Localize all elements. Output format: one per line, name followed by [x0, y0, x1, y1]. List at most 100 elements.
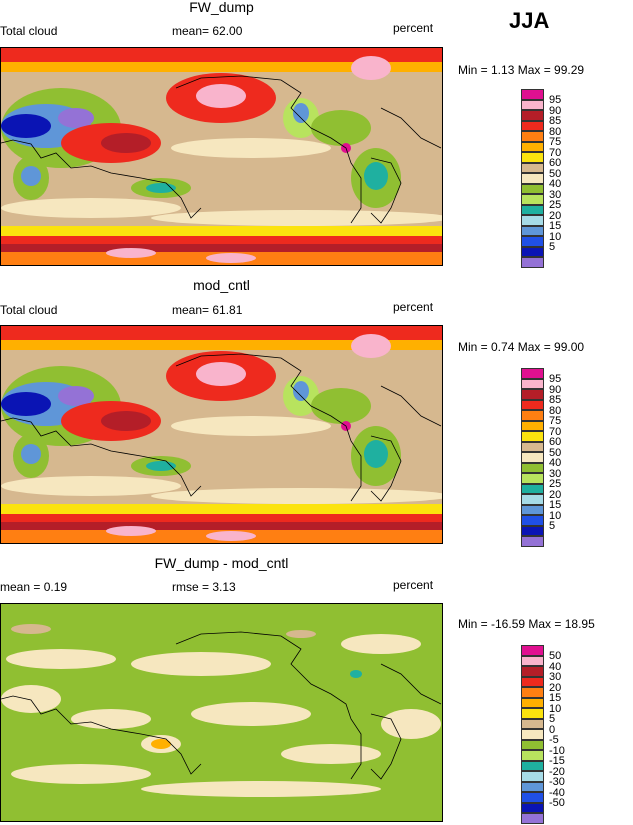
panel-2-map [0, 325, 443, 544]
panel-3-mean-label: mean = 0.19 [0, 580, 68, 594]
panel-2-swatch [521, 536, 544, 547]
panel-2-tick: 60 [549, 436, 562, 448]
panel-1-swatch-60 [521, 152, 544, 163]
panel-3-swatch [521, 666, 544, 677]
panel-2-swatch [521, 525, 544, 536]
panel-3-map [0, 603, 443, 822]
panel-3-swatch [521, 708, 544, 719]
panel-1-tick: 25 [549, 199, 562, 211]
panel-3-tick: -50 [549, 797, 565, 809]
panel-2-swatch [521, 483, 544, 494]
panel-3-tick: -20 [549, 765, 565, 778]
panel-2-tick: 15 [549, 499, 562, 511]
panel-1-minmax: Min = 1.13 Max = 99.29 [458, 63, 585, 77]
panel-3-tick: -40 [549, 786, 565, 799]
panel-2-swatch [521, 452, 544, 463]
panel-3-swatch [521, 697, 544, 708]
panel-3-swatch [521, 781, 544, 792]
panel-1-tick: 90 [549, 104, 562, 117]
panel-1-tick: 70 [549, 146, 562, 159]
panel-2-swatch [521, 473, 544, 484]
panel-1-tick: 40 [549, 178, 562, 190]
panel-2-tick: 75 [549, 415, 562, 427]
panel-3-rmse-label: rmse = 3.13 [172, 580, 236, 594]
panel-3-tick: 50 [549, 650, 562, 662]
panel-2-swatch [521, 494, 544, 505]
panel-1-swatch-15 [521, 215, 544, 226]
panel-1-tick: 60 [549, 157, 562, 169]
panel-2-swatch [521, 515, 544, 526]
panel-1-swatch-40 [521, 173, 544, 184]
panel-1-mean-label: mean= 62.00 [172, 24, 243, 38]
panel-1-swatch-90 [521, 99, 544, 110]
panel-2-swatch [521, 431, 544, 442]
panel-1-units-label: percent [393, 21, 434, 35]
panel-3-tick: -5 [549, 734, 559, 746]
panel-3-swatch [521, 676, 544, 687]
panel-3-swatch [521, 760, 544, 771]
panel-3-title: FW_dump - mod_cntl [154, 555, 289, 571]
panel-3-tick: 5 [549, 713, 556, 725]
panel-3-swatch [521, 729, 544, 740]
panel-3-swatch [521, 718, 544, 729]
panel-1-tick: 80 [549, 125, 562, 138]
panel-3-swatch [521, 655, 544, 666]
panel-2-tick: 90 [549, 383, 562, 396]
panel-2-tick: 50 [549, 446, 562, 459]
panel-3-tick: 30 [549, 671, 562, 683]
panel-3-swatch [521, 771, 544, 782]
panel-3-swatch [521, 802, 544, 813]
panel-2-swatch [521, 462, 544, 473]
panel-2-swatch [521, 410, 544, 421]
panel-3-swatch [521, 792, 544, 803]
panel-1-swatch-75 [521, 131, 544, 142]
panel-3-tick: 40 [549, 660, 562, 673]
panel-1-tick: 20 [549, 209, 562, 222]
panel-1-swatch-20 [521, 204, 544, 215]
panel-2-left-label: Total cloud [0, 303, 58, 317]
panel-1-tick: 75 [549, 136, 562, 148]
panel-3-tick: 20 [549, 681, 562, 694]
panel-2-tick: 80 [549, 404, 562, 417]
panel-1-tick: 95 [549, 94, 562, 106]
panel-1-tick: 30 [549, 188, 562, 201]
panel-1-swatch-low-2 [521, 257, 544, 268]
panel-1-swatch-95 [521, 89, 544, 100]
panel-3-swatch [521, 813, 544, 824]
panel-2-tick: 70 [549, 425, 562, 438]
panel-3-units-label: percent [393, 578, 434, 592]
panel-1-map [0, 47, 443, 266]
panel-1-swatch-10 [521, 225, 544, 236]
panel-2-mean-label: mean= 61.81 [172, 303, 243, 317]
panel-1-contour-field [1, 48, 442, 265]
panel-1-swatch-80 [521, 120, 544, 131]
panel-3-tick: -10 [549, 744, 565, 757]
panel-2-units-label: percent [393, 300, 434, 314]
panel-3-swatch [521, 645, 544, 656]
panel-3-swatch [521, 750, 544, 761]
panel-3-contour-field [1, 604, 442, 821]
panel-1-left-label: Total cloud [0, 24, 58, 38]
panel-2-tick: 85 [549, 394, 562, 406]
panel-3-tick: 15 [549, 692, 562, 704]
panel-2-swatch [521, 378, 544, 389]
panel-2-swatch [521, 504, 544, 515]
panel-2-swatch [521, 420, 544, 431]
panel-1-swatch-low-1 [521, 246, 544, 257]
panel-1-swatch-25 [521, 194, 544, 205]
season-label: JJA [509, 8, 550, 33]
panel-2-tick: 40 [549, 457, 562, 469]
panel-2-title: mod_cntl [193, 277, 250, 293]
panel-2-tick: 25 [549, 478, 562, 490]
panel-1-swatch-50 [521, 162, 544, 173]
panel-3-swatch [521, 739, 544, 750]
panel-3-tick: 0 [549, 723, 556, 736]
panel-1-swatch-30 [521, 183, 544, 194]
panel-1-swatch-5 [521, 236, 544, 247]
panel-3-minmax: Min = -16.59 Max = 18.95 [458, 617, 595, 631]
panel-3-tick: -15 [549, 755, 565, 767]
panel-1-tick: 5 [549, 241, 556, 253]
panel-2-tick: 95 [549, 373, 562, 385]
panel-2-tick: 5 [549, 520, 556, 532]
panel-2-tick: 10 [549, 509, 562, 522]
